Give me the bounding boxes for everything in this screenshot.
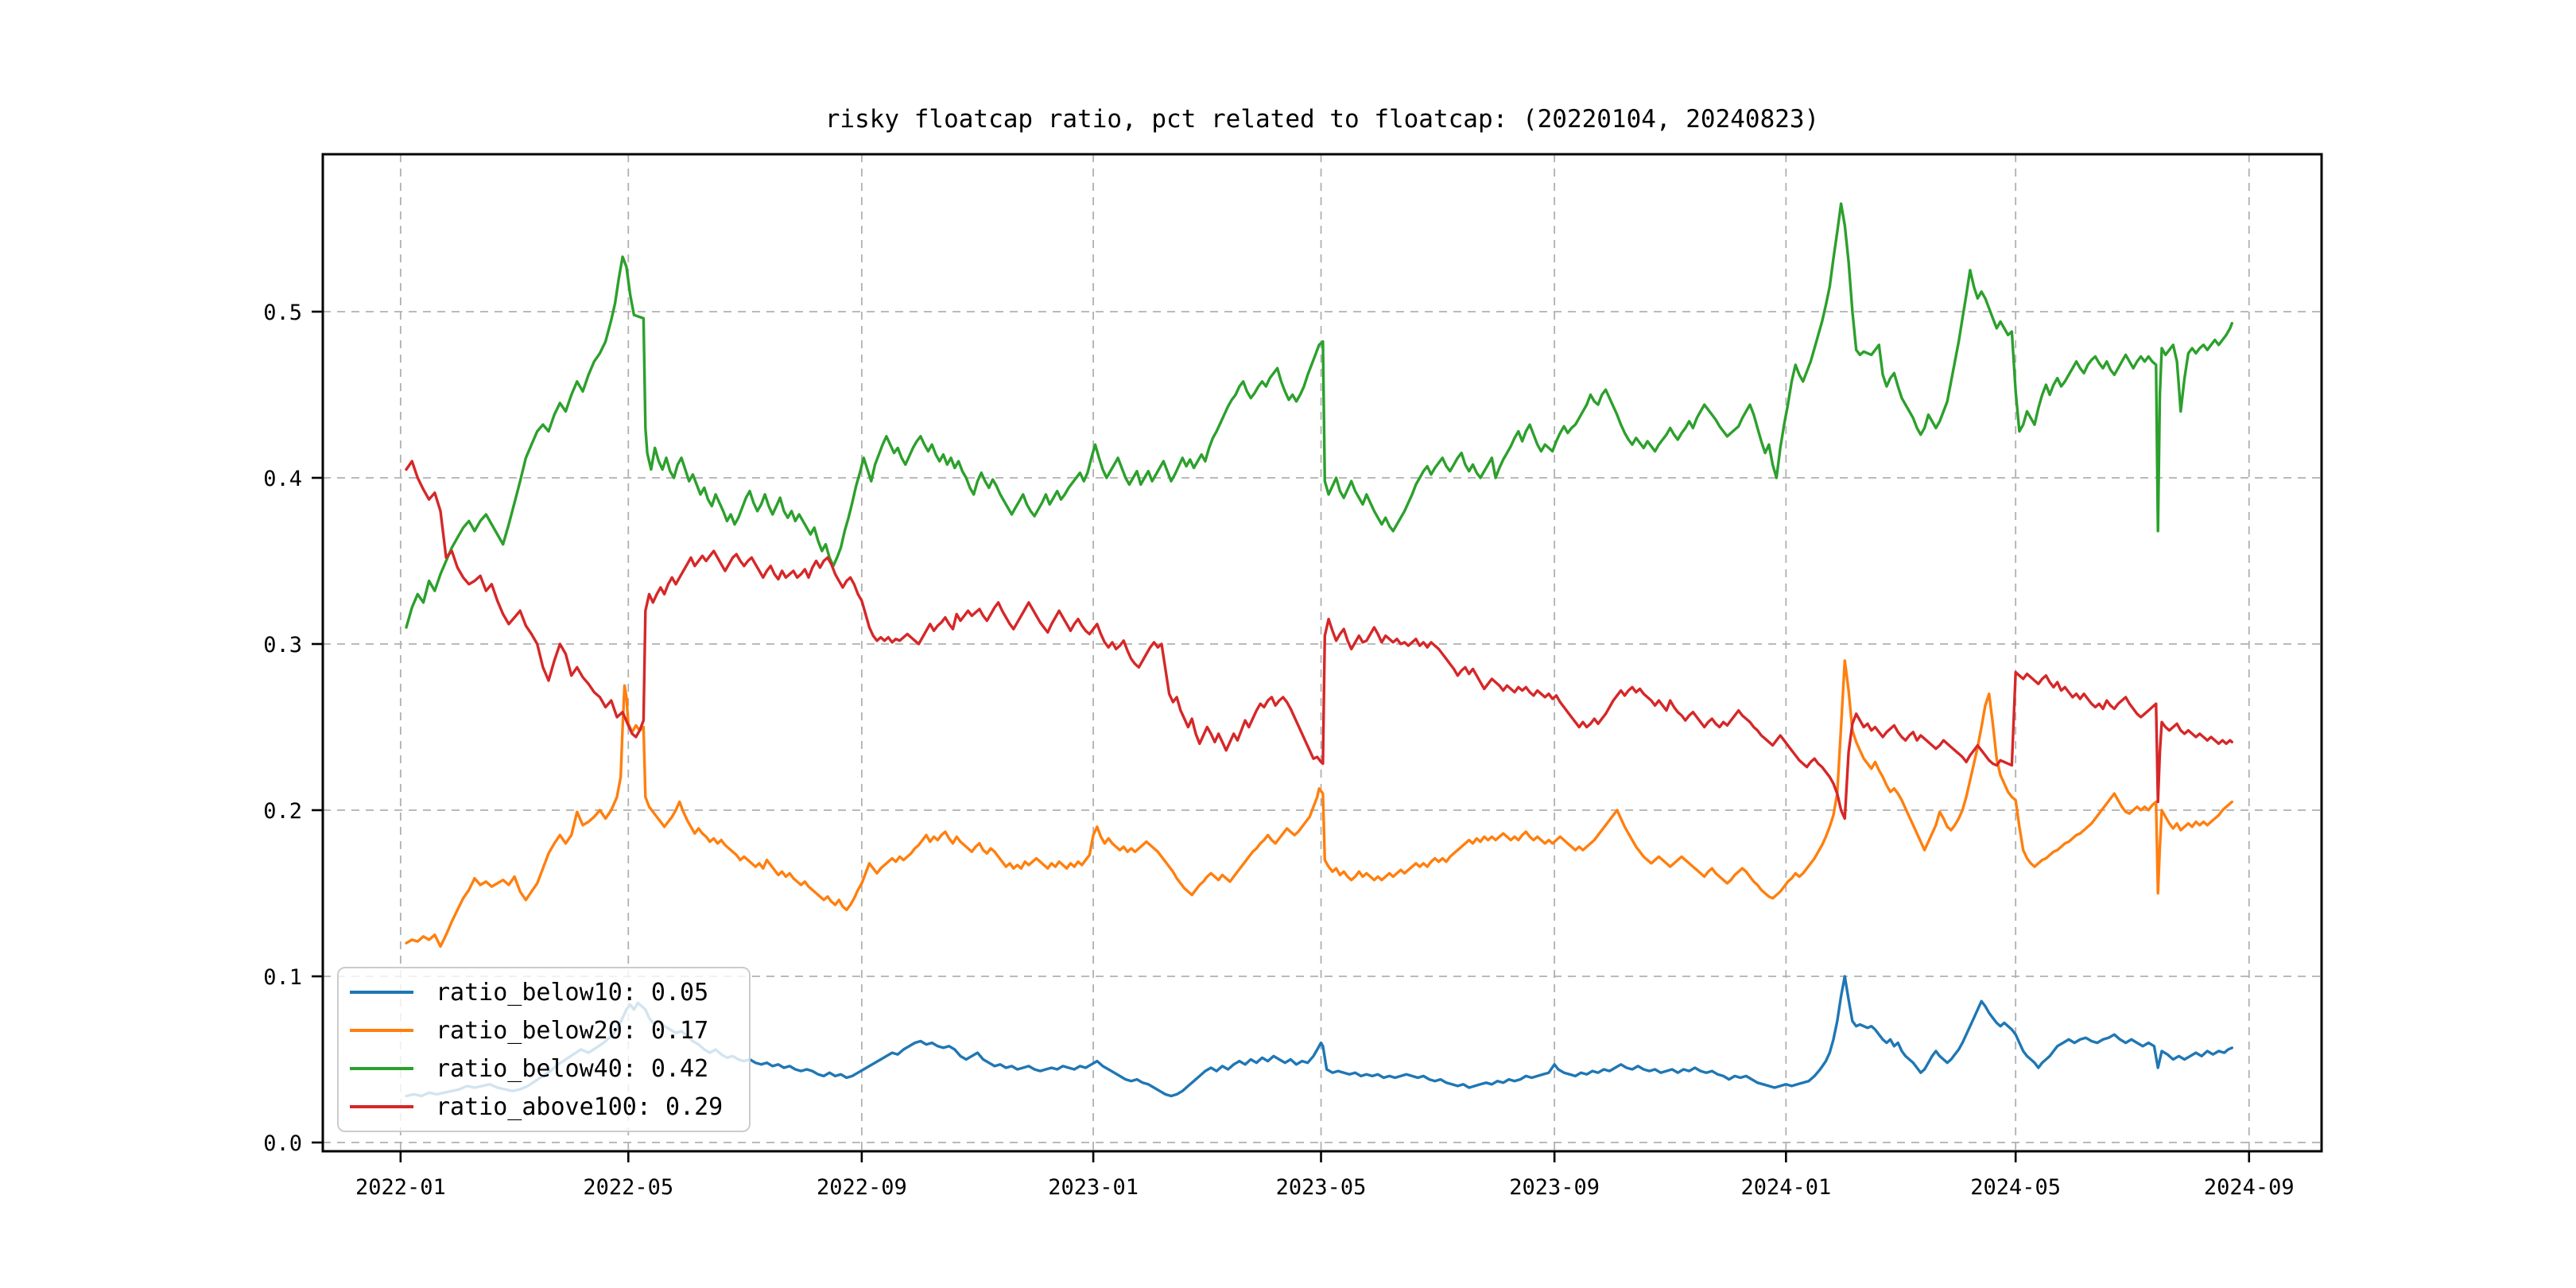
x-tick-label: 2023-05 (1276, 1175, 1367, 1200)
y-tick-label: 0.4 (263, 467, 302, 491)
legend-item: ratio_below40: 0.42 (339, 1055, 749, 1083)
legend-line-swatch (350, 1029, 413, 1032)
series-lines (405, 202, 2234, 1098)
x-tick-label: 2022-05 (583, 1175, 673, 1200)
legend-line-swatch (350, 991, 413, 994)
y-tick-label: 0.1 (263, 965, 302, 990)
x-tick-label: 2022-09 (817, 1175, 907, 1200)
y-tick-label: 0.3 (263, 633, 302, 658)
series-line-ratio_above100 (405, 460, 2234, 821)
y-tick-label: 0.0 (263, 1131, 302, 1156)
series-line-ratio_below40 (405, 202, 2234, 629)
y-tick-label: 0.2 (263, 799, 302, 824)
chart-title: risky floatcap ratio, pct related to flo… (824, 105, 1820, 134)
x-tick-label: 2024-09 (2204, 1175, 2295, 1200)
legend-item: ratio_above100: 0.29 (339, 1093, 749, 1121)
series-line-ratio_below10 (405, 975, 2234, 1098)
series-line-ratio_below20 (405, 659, 2234, 949)
x-axis: 2022-01 2022-05 2022-09 2023-01 2023-05 2023-… (355, 1151, 2295, 1200)
legend-label: ratio_below40: 0.42 (436, 1054, 709, 1083)
x-tick-label: 2022-01 (355, 1175, 446, 1200)
legend-line-swatch (350, 1067, 413, 1070)
y-tick-label: 0.5 (263, 301, 302, 325)
x-tick-label: 2023-01 (1048, 1175, 1139, 1200)
legend: ratio_below10: 0.05 ratio_below20: 0.17 ra… (337, 967, 751, 1132)
legend-label: ratio_below10: 0.05 (436, 978, 709, 1007)
legend-label: ratio_below20: 0.17 (436, 1016, 709, 1045)
x-tick-label: 2024-05 (1970, 1175, 2061, 1200)
y-axis: 0.0 0.1 0.2 0.3 0.4 0.5 (263, 301, 323, 1156)
legend-item: ratio_below20: 0.17 (339, 1017, 749, 1045)
legend-label: ratio_above100: 0.29 (436, 1092, 724, 1121)
legend-line-swatch (350, 1105, 413, 1108)
plot-border (321, 153, 2323, 1153)
x-tick-label: 2024-01 (1740, 1175, 1831, 1200)
x-tick-label: 2023-09 (1509, 1175, 1600, 1200)
legend-item: ratio_below10: 0.05 (339, 979, 749, 1007)
